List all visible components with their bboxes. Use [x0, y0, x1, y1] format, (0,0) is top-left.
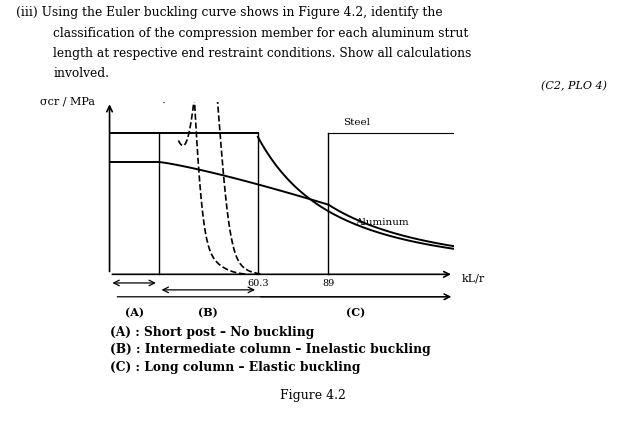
Text: Aluminum: Aluminum: [356, 218, 409, 227]
Text: (C2, PLO 4): (C2, PLO 4): [541, 81, 607, 92]
Text: length at respective end restraint conditions. Show all calculations: length at respective end restraint condi…: [53, 47, 471, 60]
Text: classification of the compression member for each aluminum strut: classification of the compression member…: [53, 27, 469, 40]
Text: Figure 4.2: Figure 4.2: [280, 389, 346, 402]
Text: (B) : Intermediate column – Inelastic buckling: (B) : Intermediate column – Inelastic bu…: [110, 343, 430, 356]
Text: (C): (C): [346, 307, 366, 318]
Text: kL/r: kL/r: [461, 273, 485, 284]
Text: involved.: involved.: [53, 67, 109, 79]
Text: Steel: Steel: [343, 118, 370, 127]
Text: σcr / MPa: σcr / MPa: [40, 96, 95, 106]
Text: (C) : Long column – Elastic buckling: (C) : Long column – Elastic buckling: [110, 361, 360, 374]
Text: 60.3: 60.3: [247, 279, 269, 288]
Text: 89: 89: [322, 279, 334, 288]
Text: (B): (B): [198, 307, 218, 318]
Text: (A) : Short post – No buckling: (A) : Short post – No buckling: [110, 326, 314, 339]
Text: (A): (A): [125, 307, 143, 318]
Text: (iii) Using the Euler buckling curve shows in Figure 4.2, identify the: (iii) Using the Euler buckling curve sho…: [16, 6, 443, 19]
